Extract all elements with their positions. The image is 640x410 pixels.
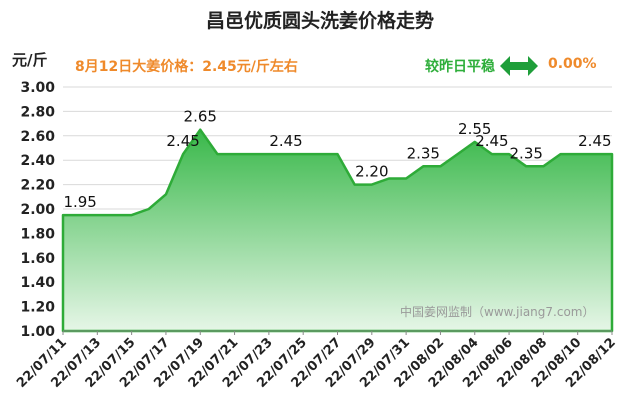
y-tick-label: 1.40 bbox=[20, 275, 55, 291]
y-axis-unit: 元/斤 bbox=[12, 51, 48, 69]
y-tick-label: 2.20 bbox=[20, 178, 55, 194]
watermark: 中国姜网监制（www.jiang7.com） bbox=[400, 304, 594, 319]
price-area bbox=[63, 129, 612, 331]
y-tick-label: 2.40 bbox=[20, 153, 55, 169]
data-label: 2.35 bbox=[510, 144, 543, 162]
price-note: 8月12日大姜价格：2.45元/斤左右 bbox=[75, 59, 298, 75]
data-label: 2.45 bbox=[578, 132, 611, 150]
data-label: 2.65 bbox=[184, 108, 217, 126]
data-label: 2.45 bbox=[475, 132, 508, 150]
change-value: 0.00% bbox=[548, 56, 597, 72]
double-arrow-icon bbox=[500, 56, 538, 76]
y-tick-label: 3.00 bbox=[20, 80, 55, 96]
y-tick-label: 1.20 bbox=[20, 300, 55, 316]
data-label: 1.95 bbox=[63, 193, 96, 211]
y-tick-label: 1.00 bbox=[20, 324, 55, 340]
price-series-line bbox=[61, 128, 614, 333]
data-label: 2.35 bbox=[407, 144, 440, 162]
data-label: 2.55 bbox=[458, 120, 491, 138]
y-tick-label: 1.60 bbox=[20, 251, 55, 267]
chart-title: 昌邑优质圆头洗姜价格走势 bbox=[205, 10, 434, 32]
y-tick-label: 2.80 bbox=[20, 104, 55, 120]
data-label: 2.45 bbox=[269, 132, 302, 150]
y-tick-label: 2.00 bbox=[20, 202, 55, 218]
data-label: 2.45 bbox=[166, 132, 199, 150]
y-tick-label: 1.80 bbox=[20, 226, 55, 242]
compare-label: 较昨日平稳 bbox=[425, 59, 495, 75]
y-tick-label: 2.60 bbox=[20, 129, 55, 145]
data-label: 2.20 bbox=[355, 163, 388, 181]
